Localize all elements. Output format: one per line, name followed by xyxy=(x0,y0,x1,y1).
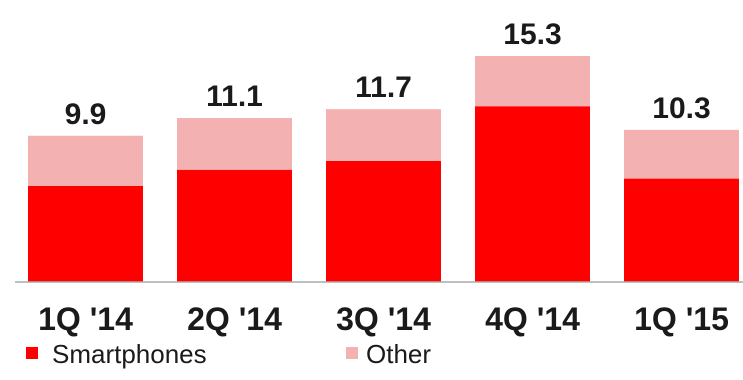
x-tick-label: 1Q '15 xyxy=(634,301,729,337)
legend: Smartphones Other xyxy=(26,339,431,369)
bar-other-2 xyxy=(326,109,441,161)
bar-other-3 xyxy=(475,56,590,107)
bar-smartphones-3 xyxy=(475,106,590,282)
total-labels-layer: 9.9 11.1 11.7 15.3 10.3 xyxy=(65,18,711,131)
bar-smartphones-0 xyxy=(28,185,143,282)
bar-total-label: 11.7 xyxy=(355,71,412,104)
bar-total-label: 9.9 xyxy=(65,98,107,131)
bar-smartphones-4 xyxy=(624,178,739,282)
legend-label-other: Other xyxy=(366,339,431,369)
bar-other-4 xyxy=(624,129,739,179)
bar-smartphones-2 xyxy=(326,160,441,282)
x-tick-label: 1Q '14 xyxy=(38,301,133,337)
bar-total-label: 11.1 xyxy=(206,80,263,113)
bar-other-1 xyxy=(177,118,292,170)
bars-layer xyxy=(28,56,739,282)
legend-swatch-smartphones xyxy=(26,347,38,359)
bar-total-label: 15.3 xyxy=(503,18,561,51)
bar-other-0 xyxy=(28,135,143,186)
x-tick-label: 3Q '14 xyxy=(336,301,431,337)
x-tick-labels-layer: 1Q '14 2Q '14 3Q '14 4Q '14 1Q '15 xyxy=(38,301,729,337)
bar-smartphones-1 xyxy=(177,169,292,282)
legend-label-smartphones: Smartphones xyxy=(52,339,207,369)
x-tick-label: 2Q '14 xyxy=(187,301,282,337)
bar-total-label: 10.3 xyxy=(652,92,710,125)
legend-swatch-other xyxy=(346,347,358,359)
x-tick-label: 4Q '14 xyxy=(485,301,580,337)
